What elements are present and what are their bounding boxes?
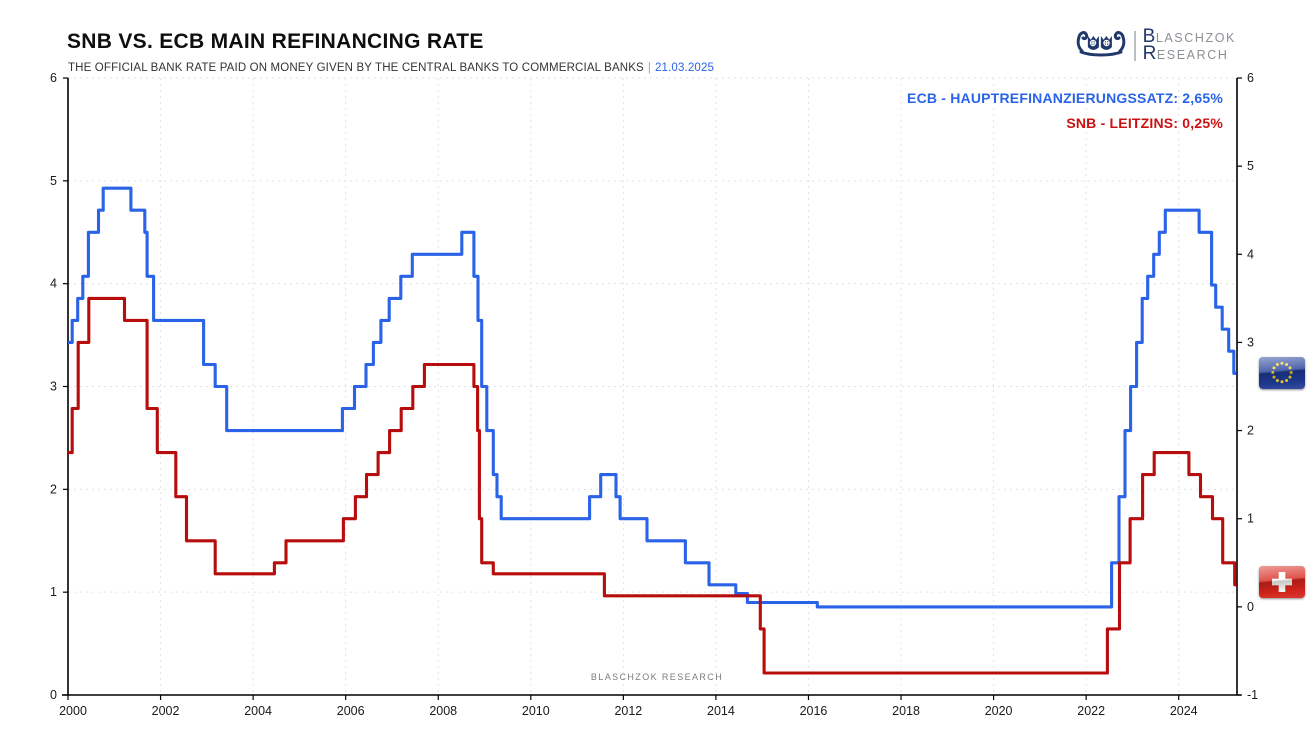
left-axis-tick-label: 6 (50, 71, 57, 85)
logo-text: B LASCHZOK R ESEARCH (1142, 25, 1236, 64)
left-axis-tick-label: 0 (50, 688, 57, 702)
blaschzok-research-logo: B LASCHZOK R ESEARCH (1075, 24, 1236, 67)
left-axis-tick-label: 1 (50, 585, 57, 599)
x-axis-tick-label: 2024 (1170, 704, 1198, 718)
logo-word-esearch: ESEARCH (1156, 47, 1229, 62)
right-axis-tick-label: -1 (1247, 688, 1258, 702)
x-axis-tick-label: 2018 (892, 704, 920, 718)
ecb-rate-line (68, 186, 1237, 609)
x-axis-tick-label: 2020 (985, 704, 1013, 718)
swiss-flag-icon (1259, 566, 1305, 598)
left-axis-tick-label: 5 (50, 174, 57, 188)
right-axis-tick-label: 6 (1247, 71, 1254, 85)
left-axis-tick-label: 2 (50, 482, 57, 496)
watermark-text: BLASCHZOK RESEARCH (590, 672, 724, 682)
logo-word-laschzok: LASCHZOK (1155, 30, 1236, 45)
x-axis-tick-label: 2012 (614, 704, 642, 718)
subtitle-text: THE OFFICIAL BANK RATE PAID ON MONEY GIV… (68, 62, 644, 74)
x-axis-tick-label: 2010 (522, 704, 550, 718)
right-axis-tick-label: 2 (1247, 424, 1254, 438)
x-axis-tick-label: 2014 (707, 704, 735, 718)
x-axis-tick-label: 2002 (152, 704, 180, 718)
page-title: SNB VS. ECB MAIN REFINANCING RATE (67, 30, 484, 53)
right-axis-tick-label: 5 (1247, 159, 1254, 173)
logo-divider (1133, 30, 1136, 61)
right-axis-tick-label: 0 (1247, 600, 1254, 614)
chart-legend: ECB - HAUPTREFINANZIERUNGSSATZ: 2,65% SN… (907, 90, 1223, 140)
left-axis-tick-label: 3 (50, 380, 57, 394)
eu-flag-icon (1259, 357, 1305, 389)
left-axis-tick-label: 4 (50, 277, 57, 291)
legend-snb-rate: SNB - LEITZINS: 0,25% (1066, 115, 1223, 131)
subtitle-date: 21.03.2025 (655, 62, 715, 74)
right-axis-tick-label: 3 (1247, 335, 1254, 349)
subtitle-separator: | (647, 62, 651, 74)
x-axis-tick-label: 2006 (337, 704, 365, 718)
legend-ecb-rate: ECB - HAUPTREFINANZIERUNGSSATZ: 2,65% (907, 90, 1223, 106)
x-axis-tick-label: 2008 (429, 704, 457, 718)
logo-initial-b: B (1142, 25, 1156, 47)
owl-ship-logo-icon (1075, 24, 1127, 67)
right-axis-tick-label: 4 (1247, 247, 1254, 261)
right-axis-tick-label: 1 (1247, 512, 1254, 526)
chart-subtitle: THE OFFICIAL BANK RATE PAID ON MONEY GIV… (68, 62, 714, 74)
x-axis-tick-label: 2004 (244, 704, 272, 718)
snb-rate-line (68, 296, 1237, 675)
x-axis-tick-label: 2022 (1077, 704, 1105, 718)
logo-initial-r: R (1142, 42, 1157, 64)
x-axis-tick-label: 2016 (800, 704, 828, 718)
x-axis-tick-label: 2000 (59, 704, 87, 718)
